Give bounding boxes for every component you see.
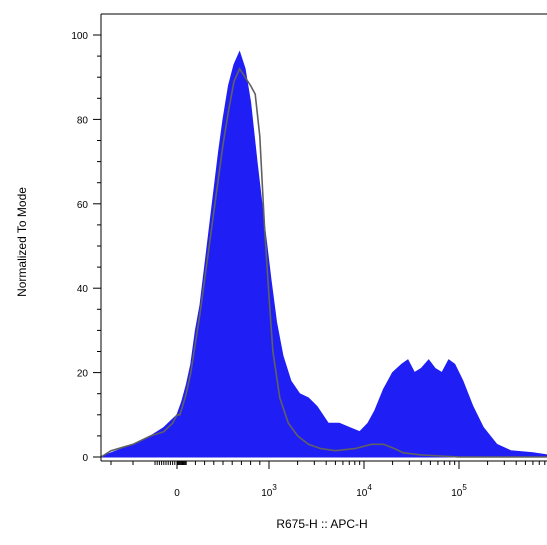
- y-tick-label: 60: [77, 200, 89, 211]
- y-tick-label: 40: [77, 284, 89, 295]
- y-tick-label: 20: [77, 369, 89, 380]
- plot-area: [100, 50, 547, 458]
- x-axis-label: R675-H :: APC-H: [276, 517, 367, 531]
- y-tick-label: 100: [71, 31, 88, 42]
- x-tick-label: 105: [451, 483, 467, 499]
- y-tick-label: 0: [82, 453, 88, 464]
- axes-frame: [100, 13, 547, 462]
- x-tick-label: 103: [261, 483, 277, 499]
- y-tick-label: 80: [77, 115, 89, 126]
- y-axis-label: Normalized To Mode: [15, 187, 29, 297]
- x-tick-label: 104: [356, 483, 372, 499]
- x-tick-label: 0: [174, 488, 180, 499]
- axis-ticks: 0204060801000103104105106: [71, 31, 547, 499]
- histogram-series-1-area: [100, 50, 547, 458]
- histogram-series-2-line: [100, 67, 547, 458]
